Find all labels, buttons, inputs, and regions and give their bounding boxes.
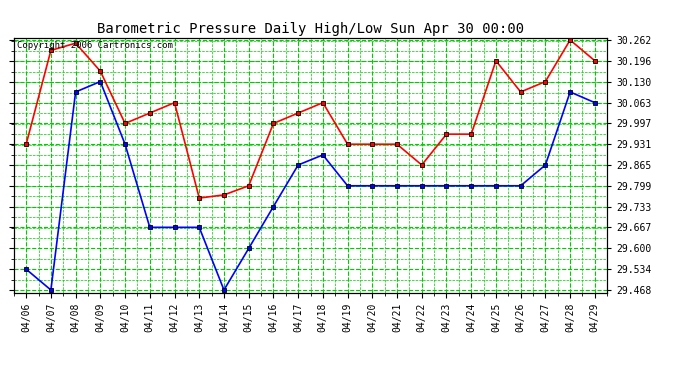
Text: Copyright 2006 Cartronics.com: Copyright 2006 Cartronics.com bbox=[17, 41, 172, 50]
Title: Barometric Pressure Daily High/Low Sun Apr 30 00:00: Barometric Pressure Daily High/Low Sun A… bbox=[97, 22, 524, 36]
